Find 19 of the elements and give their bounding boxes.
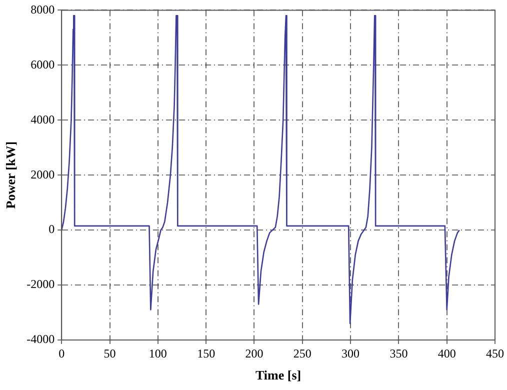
x-tick-label: 100 bbox=[148, 346, 167, 360]
y-tick-label: 6000 bbox=[30, 57, 55, 72]
x-tick-label: 350 bbox=[390, 346, 408, 360]
x-tick-label: 150 bbox=[197, 346, 216, 360]
y-tick-label: 0 bbox=[48, 222, 55, 236]
y-axis-title: Power [kW] bbox=[3, 141, 18, 209]
x-tick-label: 250 bbox=[293, 346, 312, 360]
x-tick-label: 0 bbox=[58, 346, 65, 360]
y-tick-label: -4000 bbox=[26, 332, 55, 346]
y-tick-label: 2000 bbox=[30, 167, 55, 182]
x-axis-title: Time [s] bbox=[255, 368, 302, 383]
x-tick-label: 400 bbox=[438, 346, 456, 360]
y-tick-label: 4000 bbox=[30, 112, 55, 126]
y-tick-label: -2000 bbox=[26, 277, 55, 292]
y-tick-label: 8000 bbox=[30, 2, 55, 16]
x-tick-label: 300 bbox=[342, 346, 360, 360]
x-tick-label: 50 bbox=[104, 346, 116, 360]
x-tick-label: 200 bbox=[245, 346, 264, 360]
x-tick-label: 450 bbox=[486, 346, 504, 360]
